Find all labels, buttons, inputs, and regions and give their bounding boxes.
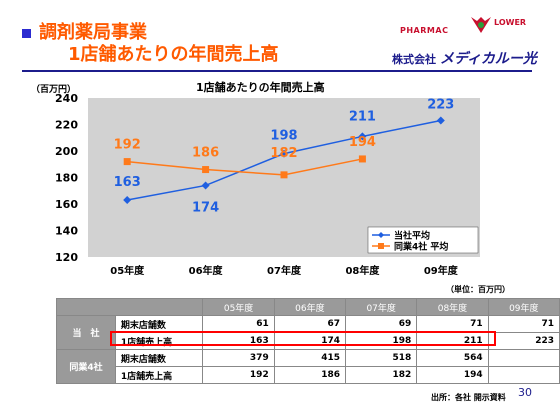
- data-point: [436, 116, 445, 125]
- y-tick-label: 160: [55, 198, 78, 211]
- table-cell: 192: [202, 366, 275, 384]
- table-cell: 518: [345, 349, 418, 367]
- table-cell: 71: [416, 315, 489, 333]
- logo-company-brand: メディカルー光: [439, 51, 537, 67]
- data-label: 182: [270, 146, 297, 161]
- table-header-row: 05年度 06年度 07年度 08年度 09年度: [55, 298, 560, 316]
- table-row: 当 社 期末店舗数 61 67 69 71 71: [56, 315, 560, 350]
- table-cell: 186: [273, 366, 347, 384]
- data-label: 198: [270, 129, 297, 144]
- table-col-header: 05年度: [202, 298, 275, 316]
- x-tick-label: 08年度: [345, 264, 380, 277]
- source-note: 出所：各社 開示資料: [431, 393, 506, 402]
- table-col-header: 09年度: [487, 298, 560, 316]
- table-cell: 67: [273, 315, 347, 333]
- header-rule: [22, 70, 532, 72]
- x-tick-label: 05年度: [110, 264, 145, 277]
- table-cell: 379: [202, 349, 275, 367]
- page-title-line1: 調剤薬局事業: [22, 22, 279, 44]
- title-block: 調剤薬局事業 1店舗あたりの年間売上高: [22, 22, 279, 66]
- data-label: 186: [192, 146, 219, 161]
- table-col-header: 06年度: [273, 298, 347, 316]
- data-point: [201, 181, 210, 190]
- page-title-text: 調剤薬局事業: [39, 22, 147, 43]
- y-tick-label: 140: [55, 225, 78, 238]
- y-unit-label: （百万円）: [31, 85, 77, 95]
- table-cell: 182: [345, 366, 418, 384]
- data-label: 174: [192, 200, 219, 215]
- table-row: 1店舗売上高 192 186 182 194: [57, 366, 560, 384]
- page-title-line2: 1店舗あたりの年間売上高: [68, 44, 279, 65]
- x-tick-label: 06年度: [189, 264, 224, 277]
- series-line: [127, 158, 363, 176]
- data-label: 192: [114, 138, 141, 153]
- data-point: [280, 171, 288, 179]
- legend-label: 当社平均: [394, 230, 430, 242]
- table-cell: 564: [416, 349, 489, 367]
- table-group-label: 同業4社: [56, 349, 116, 384]
- table-row-label: 期末店舗数: [114, 315, 204, 333]
- table-row: 同業4社 期末店舗数 379 415 518 564: [56, 349, 560, 384]
- y-tick-label: 220: [55, 119, 78, 132]
- highlight-box: [110, 331, 496, 346]
- x-tick-label: 09年度: [424, 264, 459, 277]
- flower-logo-icon: [471, 17, 491, 33]
- table-row-label: 1店舗売上高: [114, 366, 204, 384]
- data-point: [202, 166, 210, 174]
- data-point: [123, 158, 131, 166]
- legend-marker: [378, 232, 384, 238]
- x-tick-label: 07年度: [267, 264, 302, 277]
- legend-box: [367, 226, 479, 254]
- table-group-label: 当 社: [56, 315, 116, 350]
- data-point: [123, 196, 132, 205]
- bullet-icon: [22, 28, 31, 38]
- data-point: [358, 155, 366, 163]
- table-cell: 61: [202, 315, 275, 333]
- y-tick-label: 240: [55, 92, 78, 105]
- y-tick-label: 200: [55, 145, 78, 158]
- company-logo: PHARMAC LOWER 株式会社 メディカルー光: [392, 10, 542, 70]
- table-cell: [487, 349, 560, 367]
- table-cell: 223: [487, 332, 560, 350]
- table-col-header: 07年度: [345, 298, 418, 316]
- chart-title: 1店舗あたりの年間売上高: [196, 81, 325, 94]
- table-cell: 71: [487, 315, 560, 333]
- y-tick-label: 180: [55, 172, 78, 185]
- table-row-label: 期末店舗数: [114, 349, 204, 367]
- data-table: 05年度 06年度 07年度 08年度 09年度 当 社 期末店舗数 61 67…: [55, 298, 560, 384]
- data-point: [358, 132, 367, 141]
- data-point: [280, 149, 288, 158]
- table-corner: [55, 298, 204, 316]
- y-tick-label: 120: [55, 251, 78, 264]
- data-label: 163: [114, 175, 141, 190]
- page-number: 30: [518, 386, 532, 399]
- table-col-header: 08年度: [416, 298, 489, 316]
- line-chart: 120 140 160 180 200 220 240 05年度 06年度 07年度 08年度 09年…: [55, 92, 480, 277]
- table-cell: [487, 366, 560, 384]
- table-cell: 194: [416, 366, 489, 384]
- logo-company-name: 株式会社 メディカルー光: [392, 48, 537, 68]
- logo-lower-text: LOWER: [494, 18, 527, 27]
- data-label: 223: [427, 98, 454, 113]
- data-label: 194: [349, 135, 376, 150]
- logo-pharmac-text: PHARMAC: [400, 26, 449, 35]
- table-unit-label: （単位：百万円）: [446, 285, 510, 294]
- logo-company-prefix: 株式会社: [392, 53, 436, 66]
- legend-marker: [378, 243, 384, 249]
- legend-label: 同業4社 平均: [394, 241, 448, 253]
- table-cell: 415: [273, 349, 347, 367]
- data-label: 211: [349, 109, 376, 124]
- table-cell: 69: [345, 315, 418, 333]
